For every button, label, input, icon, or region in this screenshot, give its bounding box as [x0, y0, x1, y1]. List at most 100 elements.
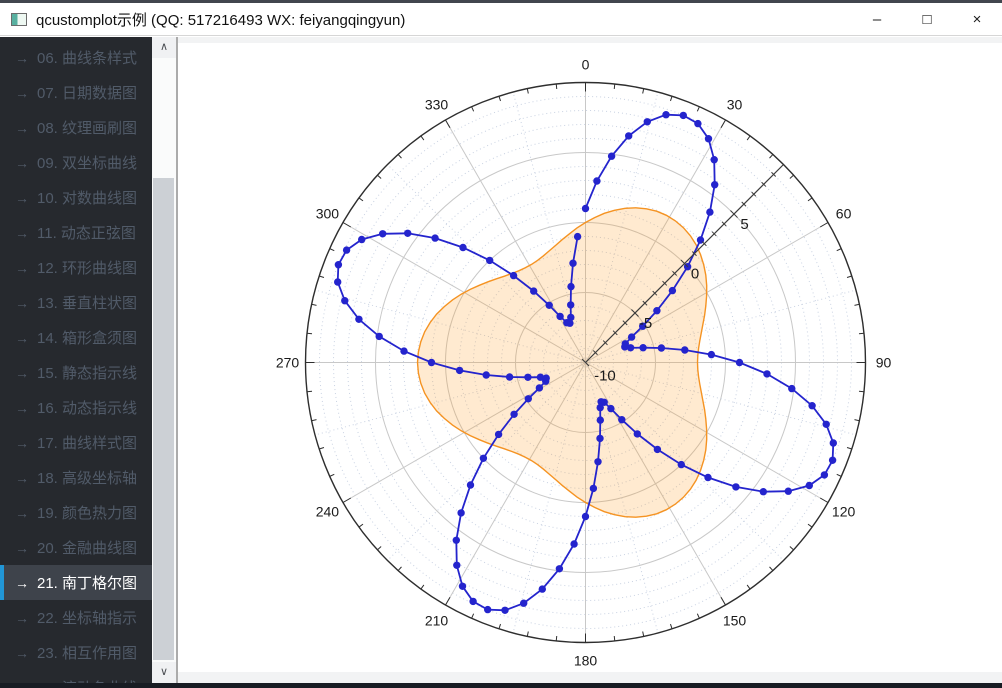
sidebar-item-12[interactable]: → 12. 环形曲线图	[0, 250, 152, 285]
rose-series-point	[375, 332, 383, 341]
rose-series-point	[567, 313, 575, 322]
sidebar-item-23[interactable]: → 23. 相互作用图	[0, 635, 152, 670]
sidebar-item-19[interactable]: → 19. 颜色热力图	[0, 495, 152, 530]
rose-series-point	[427, 358, 436, 367]
angular-axis-tick	[642, 631, 645, 637]
rose-series-point	[482, 371, 490, 379]
sidebar-item-08[interactable]: → 08. 纹理画刷图	[0, 110, 152, 145]
radial-axis-tick	[771, 171, 777, 177]
rose-series-point	[596, 416, 604, 424]
sidebar-item-label: 13. 垂直柱状图	[37, 295, 138, 312]
sidebar-item-label: 14. 箱形盒须图	[37, 330, 138, 347]
rose-series-point	[759, 488, 767, 496]
angular-axis-tick	[329, 248, 335, 252]
angular-axis-tick	[846, 275, 852, 278]
window-title: qcustomplot示例 (QQ: 517216493 WX: feiyang…	[36, 11, 406, 29]
angular-axis-tick	[397, 566, 402, 571]
rose-series-point	[653, 307, 661, 315]
angular-axis-tick	[670, 623, 673, 629]
rose-series-point	[657, 344, 666, 352]
sidebar-item-13[interactable]: → 13. 垂直柱状图	[0, 285, 152, 320]
sidebar-item-14[interactable]: → 14. 箱形盒须图	[0, 320, 152, 355]
grid-subspoke	[585, 289, 857, 363]
arrow-right-icon: →	[15, 119, 29, 136]
grid-spoke	[445, 119, 586, 363]
sidebar-item-label: 21. 南丁格尔图	[37, 575, 138, 592]
maximize-button[interactable]: □	[922, 10, 932, 28]
rose-series-point	[466, 481, 475, 489]
scrollbar-up-button[interactable]: ∧	[152, 37, 176, 58]
sidebar-item-24[interactable]: → 24. 滚动条曲线	[0, 670, 152, 684]
scrollbar-down-button[interactable]: ∨	[152, 662, 176, 683]
rose-series-point	[453, 561, 461, 569]
radial-axis-tick	[612, 330, 618, 336]
sidebar-item-06[interactable]: → 06. 曲线条样式	[0, 40, 152, 75]
grid-subspoke	[512, 91, 586, 363]
angular-tick-label: 90	[876, 355, 892, 371]
rose-series-point	[458, 582, 467, 590]
sidebar-item-21[interactable]: → 21. 南丁格尔图	[0, 565, 152, 600]
angular-axis-tick	[358, 523, 364, 528]
arrow-right-icon: →	[15, 539, 29, 556]
angular-axis-tick	[498, 623, 501, 629]
radial-axis-tick	[602, 340, 608, 346]
rose-series-point	[524, 373, 532, 381]
sidebar-scrollbar[interactable]: ∧ ∨	[152, 37, 177, 683]
angular-axis-tick	[311, 303, 317, 306]
sidebar-item-16[interactable]: → 16. 动态指示线	[0, 390, 152, 425]
scrollbar-thumb[interactable]	[153, 178, 174, 660]
angular-axis-tick	[358, 197, 364, 202]
angular-axis-tick	[846, 447, 852, 450]
arrow-right-icon: →	[15, 609, 29, 626]
grid-spoke	[585, 362, 726, 606]
window-controls: – □ ×	[852, 3, 1002, 35]
angular-axis-tick	[445, 119, 451, 129]
rose-series-point	[494, 430, 503, 439]
rose-series-point	[486, 256, 494, 265]
radial-axis-tick	[730, 210, 738, 218]
rose-series-point	[589, 484, 598, 493]
rose-series-point	[711, 181, 719, 189]
sidebar-item-09[interactable]: → 09. 双坐标曲线	[0, 145, 152, 180]
close-button[interactable]: ×	[972, 10, 982, 28]
rose-series-point	[668, 286, 677, 295]
sidebar-item-18[interactable]: → 18. 高级坐标轴	[0, 460, 152, 495]
angular-tick-label: 270	[276, 355, 300, 371]
rose-series-point	[505, 373, 514, 381]
angular-axis-tick	[613, 83, 616, 90]
sidebar-item-15[interactable]: → 15. 静态指示线	[0, 355, 152, 390]
rose-series-line	[336, 113, 835, 612]
rose-series-point	[694, 119, 702, 128]
angular-axis-tick	[854, 303, 860, 306]
rose-series-point	[822, 420, 830, 428]
sidebar-item-10[interactable]: → 10. 对数曲线图	[0, 180, 152, 215]
angular-axis-tick	[720, 596, 726, 606]
sidebar-item-07[interactable]: → 07. 日期数据图	[0, 75, 152, 110]
rose-series-point	[596, 434, 604, 443]
angular-axis-tick	[329, 473, 335, 477]
rose-series-point	[530, 287, 538, 295]
angular-axis-tick	[420, 135, 425, 141]
rose-series-point	[455, 366, 464, 375]
sidebar-item-22[interactable]: → 22. 坐标轴指示	[0, 600, 152, 635]
minimize-button[interactable]: –	[872, 10, 882, 28]
rose-series-point	[567, 301, 575, 309]
rose-series-point	[334, 261, 343, 269]
arrow-right-icon: →	[15, 469, 29, 486]
rose-series-point	[484, 605, 492, 614]
sidebar-item-20[interactable]: → 20. 金融曲线图	[0, 530, 152, 565]
sidebar-item-17[interactable]: → 17. 曲线样式图	[0, 425, 152, 460]
rose-series-point	[457, 509, 465, 517]
angular-axis-tick	[342, 497, 352, 503]
angular-axis-tick	[807, 523, 813, 528]
arrow-right-icon: →	[15, 574, 29, 591]
rose-series-point	[788, 384, 796, 393]
angular-axis-tick	[397, 154, 402, 159]
rose-series-point	[520, 599, 528, 607]
sidebar-item-11[interactable]: → 11. 动态正弦图	[0, 215, 152, 250]
radial-axis-tick	[701, 241, 707, 247]
rose-series-point	[404, 229, 412, 237]
arrow-right-icon: →	[15, 644, 29, 661]
polar-chart: -10 -5 0 5 0 30 60 90 120 150 180 210 240 270 300 330	[276, 57, 892, 669]
angular-axis-tick	[342, 222, 352, 228]
